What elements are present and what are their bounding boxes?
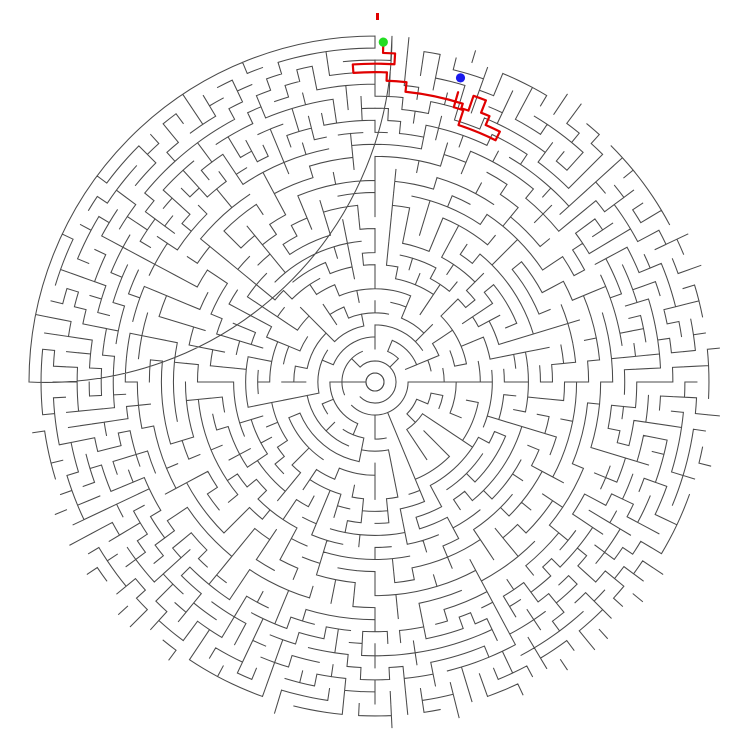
solution-path	[351, 41, 501, 142]
start-marker-icon[interactable]	[378, 37, 388, 47]
maze-wall-paths	[28, 35, 720, 729]
maze-walls	[28, 35, 720, 729]
entrance-marker-icon	[376, 13, 379, 20]
solution-path-layer	[351, 41, 501, 142]
marker-layer	[376, 13, 466, 83]
player-position-marker-icon[interactable]	[455, 73, 466, 83]
maze-center-hub	[365, 372, 385, 392]
